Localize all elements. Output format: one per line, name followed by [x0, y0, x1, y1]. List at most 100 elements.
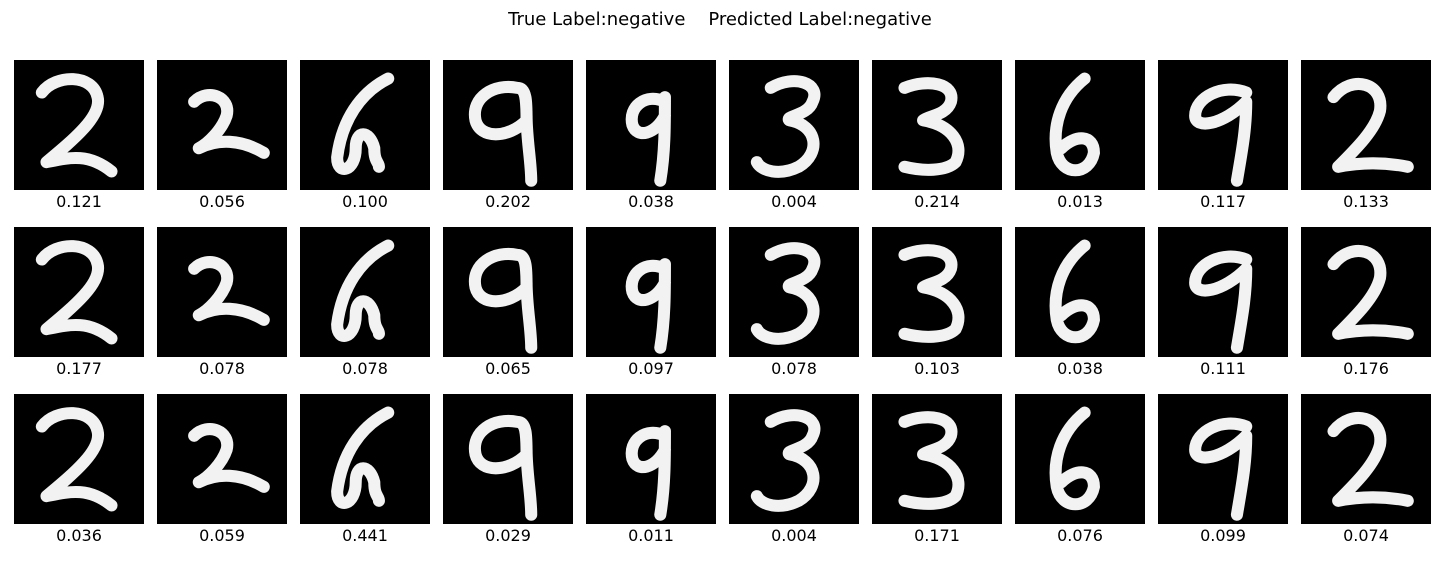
digit-cell: 0.078 — [300, 227, 430, 379]
digit-glyph — [1327, 77, 1414, 173]
digit-stroke — [1049, 72, 1100, 177]
digit-glyph — [625, 425, 671, 521]
digit-image-2 — [14, 394, 144, 524]
digit-glyph — [468, 414, 538, 521]
digit-glyph — [625, 258, 671, 354]
score-label: 0.074 — [1343, 526, 1389, 545]
digit-glyph — [898, 77, 965, 176]
digit-image-6 — [300, 394, 430, 524]
digit-glyph — [1049, 239, 1100, 344]
digit-cell: 0.441 — [300, 394, 430, 546]
digit-glyph — [35, 240, 118, 345]
digit-cell: 0.078 — [157, 227, 287, 379]
score-label: 0.177 — [56, 359, 102, 378]
digit-image-9 — [1158, 394, 1288, 524]
digit-cell: 0.038 — [586, 60, 716, 212]
score-label: 0.117 — [1200, 192, 1246, 211]
score-label: 0.038 — [1057, 359, 1103, 378]
digit-stroke — [35, 407, 118, 512]
digit-image-9 — [1158, 227, 1288, 357]
digit-glyph — [188, 423, 270, 493]
digit-cell: 0.004 — [729, 60, 859, 212]
digit-cell: 0.133 — [1301, 60, 1431, 212]
digit-image-3 — [729, 60, 859, 190]
score-label: 0.004 — [771, 526, 817, 545]
digit-glyph — [750, 75, 821, 178]
score-label: 0.013 — [1057, 192, 1103, 211]
digit-stroke — [898, 244, 965, 343]
score-label: 0.059 — [199, 526, 245, 545]
digit-cell: 0.056 — [157, 60, 287, 212]
digit-cell: 0.177 — [14, 227, 144, 379]
score-label: 0.078 — [199, 359, 245, 378]
digit-image-9 — [586, 394, 716, 524]
score-label: 0.133 — [1343, 192, 1389, 211]
digit-stroke — [1327, 244, 1414, 340]
digit-image-6 — [300, 227, 430, 357]
digit-glyph — [1189, 250, 1253, 354]
digit-cell: 0.099 — [1158, 394, 1288, 546]
digit-cell: 0.111 — [1158, 227, 1288, 379]
score-label: 0.111 — [1200, 359, 1246, 378]
digit-stroke — [188, 256, 270, 326]
digit-stroke — [750, 409, 821, 512]
digit-stroke — [898, 77, 965, 176]
digit-image-6 — [1015, 227, 1145, 357]
digit-glyph — [331, 72, 395, 175]
digit-image-3 — [872, 60, 1002, 190]
digit-cell: 0.176 — [1301, 227, 1431, 379]
score-label: 0.100 — [342, 192, 388, 211]
digit-stroke — [1049, 239, 1100, 344]
digit-image-6 — [300, 60, 430, 190]
digit-image-2 — [1301, 60, 1431, 190]
digit-stroke — [468, 80, 538, 187]
digit-stroke — [625, 425, 671, 521]
digit-cell: 0.103 — [872, 227, 1002, 379]
digit-image-2 — [157, 394, 287, 524]
digit-image-9 — [443, 394, 573, 524]
digit-cell: 0.117 — [1158, 60, 1288, 212]
digit-image-9 — [586, 60, 716, 190]
digit-stroke — [1327, 77, 1414, 173]
digit-stroke — [1189, 250, 1253, 354]
score-label: 0.202 — [485, 192, 531, 211]
digit-image-6 — [1015, 60, 1145, 190]
digit-image-6 — [1015, 394, 1145, 524]
digit-glyph — [1049, 72, 1100, 177]
digit-image-2 — [157, 227, 287, 357]
score-label: 0.176 — [1343, 359, 1389, 378]
digit-stroke — [1327, 411, 1414, 507]
digit-image-9 — [1158, 60, 1288, 190]
digit-cell: 0.029 — [443, 394, 573, 546]
digit-image-9 — [443, 60, 573, 190]
score-label: 0.065 — [485, 359, 531, 378]
digit-image-9 — [443, 227, 573, 357]
score-label: 0.097 — [628, 359, 674, 378]
digit-cell: 0.059 — [157, 394, 287, 546]
digit-glyph — [625, 91, 671, 187]
digit-glyph — [750, 242, 821, 345]
digit-image-2 — [14, 60, 144, 190]
score-label: 0.056 — [199, 192, 245, 211]
digit-glyph — [1189, 83, 1253, 187]
score-label: 0.036 — [56, 526, 102, 545]
digit-cell: 0.004 — [729, 394, 859, 546]
digit-stroke — [468, 247, 538, 354]
digit-image-2 — [1301, 227, 1431, 357]
digit-cell: 0.038 — [1015, 227, 1145, 379]
digit-stroke — [331, 239, 395, 342]
digit-glyph — [468, 80, 538, 187]
digit-cell: 0.202 — [443, 60, 573, 212]
digit-stroke — [898, 411, 965, 510]
score-label: 0.099 — [1200, 526, 1246, 545]
digit-cell: 0.065 — [443, 227, 573, 379]
digit-stroke — [1189, 83, 1253, 187]
digit-stroke — [1189, 417, 1253, 521]
digit-cell: 0.074 — [1301, 394, 1431, 546]
score-label: 0.103 — [914, 359, 960, 378]
digit-stroke — [625, 91, 671, 187]
digit-glyph — [331, 406, 395, 509]
predicted-label-text: Predicted Label:negative — [708, 9, 932, 30]
score-label: 0.038 — [628, 192, 674, 211]
digit-cell: 0.171 — [872, 394, 1002, 546]
